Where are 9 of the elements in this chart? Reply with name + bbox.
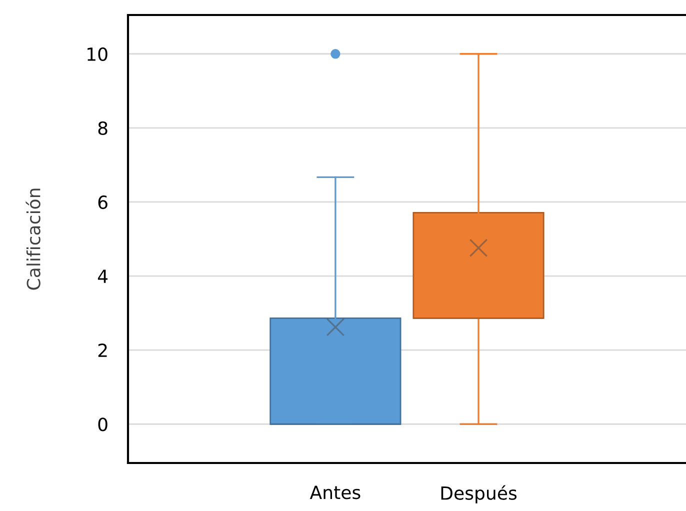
y-tick-label: 6	[98, 195, 108, 210]
y-tick-label: 8	[98, 121, 108, 136]
y-tick-label: 4	[98, 270, 108, 283]
y-axis-title: Calificación	[26, 188, 40, 290]
y-tick-label: 2	[98, 344, 107, 357]
x-tick-label: Después	[441, 485, 517, 504]
x-tick-label: Antes	[310, 486, 360, 500]
y-tick-label: 10	[88, 47, 108, 61]
y-tick-label: 0	[98, 418, 108, 432]
